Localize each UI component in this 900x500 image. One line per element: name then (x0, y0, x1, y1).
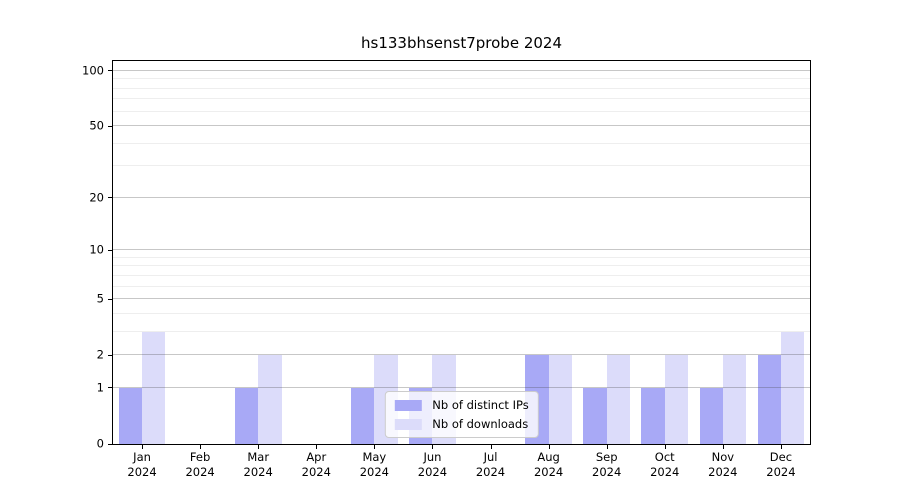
x-tick-label-mar: Mar 2024 (243, 450, 273, 479)
gridline-70 (113, 98, 810, 100)
gridline-80 (113, 87, 810, 89)
x-tick-label-sep: Sep 2024 (592, 450, 622, 479)
legend: Nb of distinct IPs Nb of downloads (384, 391, 539, 438)
x-tick-label-feb: Feb 2024 (185, 450, 215, 479)
bar-oct-distinct-ips (641, 387, 665, 444)
y-tick-label-1: 1 (96, 380, 104, 395)
x-tick-mark-mar (258, 445, 260, 449)
x-tick-mark-jan (142, 445, 144, 449)
y-tick-label-10: 10 (89, 242, 104, 257)
y-tick-label-50: 50 (89, 118, 104, 133)
gridline-60 (113, 110, 810, 112)
bar-sep-distinct-ips (583, 387, 607, 444)
gridline-90 (113, 78, 810, 80)
bar-jan-distinct-ips (118, 387, 143, 444)
legend-item-downloads: Nb of downloads (394, 417, 528, 431)
x-tick-mark-feb (200, 445, 202, 449)
bar-nov-distinct-ips (699, 387, 723, 444)
gridline-3 (113, 330, 810, 332)
y-tick-label-0: 0 (96, 436, 104, 451)
bar-sep-downloads (606, 355, 630, 444)
legend-item-distinct-ips: Nb of distinct IPs (394, 398, 529, 412)
y-axis-labels: 0 1 2 5 10 20 50 100 (0, 61, 104, 450)
gridline-9 (113, 256, 810, 258)
gridline-30 (113, 165, 810, 167)
bar-may-distinct-ips (351, 387, 375, 444)
y-tick-label-100: 100 (82, 63, 104, 78)
legend-label-downloads: Nb of downloads (432, 417, 529, 431)
chart-title: hs133bhsenst7probe 2024 (361, 34, 562, 52)
y-tick-label-2: 2 (96, 347, 104, 362)
y-tick-mark-2 (108, 354, 112, 356)
x-tick-mark-jul (490, 445, 492, 449)
legend-swatch-distinct-ips (394, 399, 422, 411)
x-tick-mark-nov (722, 445, 724, 449)
x-tick-mark-sep (606, 445, 608, 449)
bar-dec-distinct-ips (757, 355, 781, 444)
x-tick-mark-aug (548, 445, 550, 449)
plot-area: Nb of distinct IPs Nb of downloads (108, 60, 811, 449)
gridline-2 (113, 354, 810, 356)
x-axis-labels: Jan 2024 Feb 2024 Mar 2024 Apr 2024 May 2024 Jun 20… (113, 450, 810, 480)
bar-nov-downloads (722, 355, 747, 444)
gridline-40 (113, 142, 810, 144)
gridline-4 (113, 312, 810, 314)
gridline-6 (113, 285, 810, 287)
gridline-5 (113, 298, 810, 300)
x-tick-label-jan: Jan 2024 (127, 450, 157, 479)
bar-oct-downloads (664, 355, 689, 444)
bar-mar-distinct-ips (234, 387, 259, 444)
gridline-50 (113, 125, 810, 127)
y-tick-label-20: 20 (89, 190, 104, 205)
y-tick-mark-100 (108, 70, 112, 72)
gridline-10 (113, 249, 810, 251)
x-tick-mark-jun (432, 445, 434, 449)
y-tick-mark-10 (108, 249, 112, 251)
x-tick-label-aug: Aug 2024 (533, 450, 564, 479)
bar-aug-downloads (548, 355, 572, 444)
x-tick-label-dec: Dec 2024 (766, 450, 796, 479)
gridline-8 (113, 265, 810, 267)
y-tick-mark-50 (108, 125, 112, 127)
gridline-7 (113, 274, 810, 276)
x-tick-label-may: May 2024 (359, 450, 389, 479)
legend-swatch-downloads (394, 418, 422, 430)
x-tick-label-apr: Apr 2024 (301, 450, 331, 479)
x-tick-label-nov: Nov 2024 (708, 450, 738, 479)
x-tick-label-jun: Jun 2024 (417, 450, 448, 479)
x-tick-mark-may (374, 445, 376, 449)
y-tick-label-5: 5 (96, 291, 104, 306)
y-tick-mark-1 (108, 387, 112, 389)
legend-label-distinct-ips: Nb of distinct IPs (432, 398, 529, 412)
x-tick-label-jul: Jul 2024 (475, 450, 506, 479)
y-tick-mark-5 (108, 298, 112, 300)
x-tick-label-oct: Oct 2024 (650, 450, 680, 479)
bar-dec-downloads (780, 331, 805, 444)
x-tick-mark-dec (780, 445, 782, 449)
bar-mar-downloads (258, 355, 282, 444)
gridline-20 (113, 196, 810, 198)
gridline-100 (113, 69, 810, 71)
y-tick-mark-0 (108, 443, 112, 445)
x-tick-mark-apr (316, 445, 318, 449)
bar-jan-downloads (142, 331, 166, 444)
x-tick-mark-oct (664, 445, 666, 449)
y-tick-mark-20 (108, 197, 112, 199)
